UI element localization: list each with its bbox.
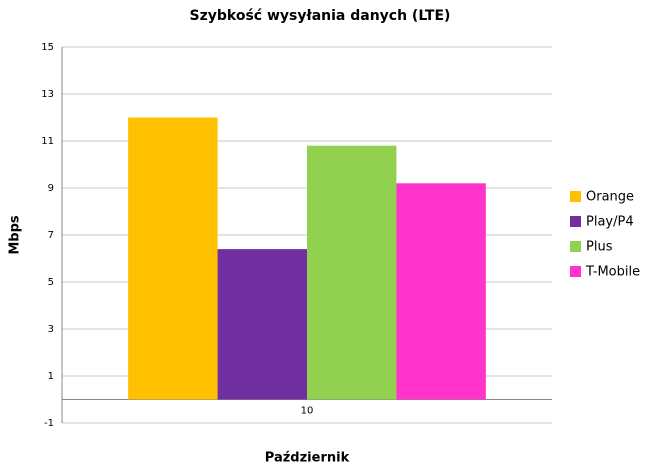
legend-swatch <box>570 216 581 227</box>
y-tick-label: 7 <box>48 230 54 241</box>
y-tick-label: 15 <box>41 42 54 53</box>
x-axis-label: Październik <box>265 451 350 466</box>
legend-swatch <box>570 241 581 252</box>
legend-swatch <box>570 191 581 202</box>
bar <box>307 145 397 400</box>
chart-title: Szybkość wysyłania danych (LTE) <box>190 8 451 24</box>
bar <box>128 117 218 400</box>
legend-swatch <box>570 266 581 277</box>
y-axis-label: Mbps <box>8 215 23 255</box>
y-tick-label: 1 <box>48 371 54 382</box>
bar <box>217 249 307 400</box>
y-tick-label: -1 <box>44 418 54 429</box>
legend-label: T-Mobile <box>585 265 640 280</box>
legend-label: Orange <box>586 190 634 205</box>
y-tick-label: 5 <box>48 277 54 288</box>
y-tick-label: 9 <box>48 183 54 194</box>
y-tick-label: 3 <box>48 324 54 335</box>
legend-label: Play/P4 <box>586 215 634 230</box>
y-tick-label: 11 <box>41 136 54 147</box>
bar <box>396 183 486 400</box>
y-tick-label: 13 <box>41 89 54 100</box>
x-tick-label: 10 <box>301 406 314 417</box>
legend-label: Plus <box>586 240 613 255</box>
